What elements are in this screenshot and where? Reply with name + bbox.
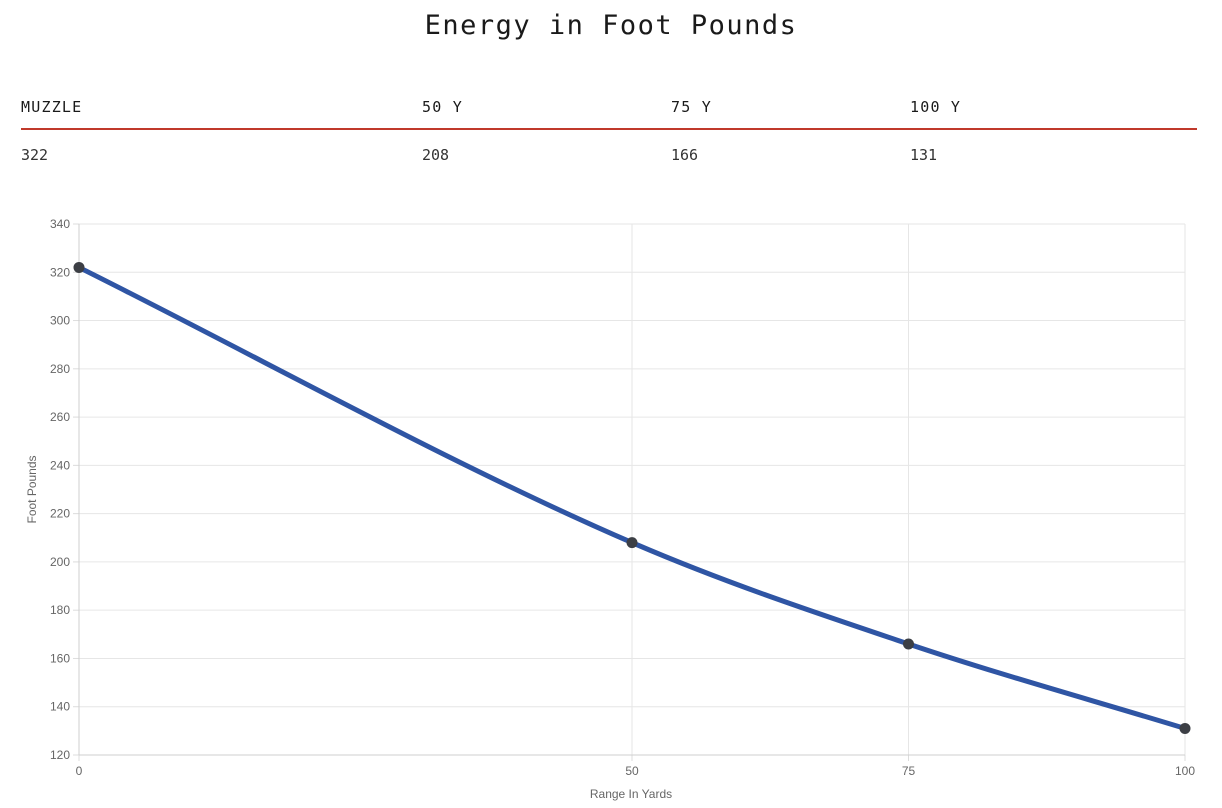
y-tick-label: 200: [50, 555, 70, 569]
y-tick-label: 120: [50, 748, 70, 762]
energy-table: MUZZLE 50 Y 75 Y 100 Y 322 208 166 131: [21, 90, 1197, 166]
data-point: [626, 537, 638, 549]
y-tick-label: 140: [50, 700, 70, 714]
y-tick-label: 240: [50, 458, 70, 472]
table-value-row: 322 208 166 131: [21, 130, 1197, 166]
y-axis-label: Foot Pounds: [25, 455, 39, 523]
data-point: [73, 261, 85, 273]
x-tick-label: 100: [1175, 764, 1195, 778]
table-header-row: MUZZLE 50 Y 75 Y 100 Y: [21, 90, 1197, 130]
data-point: [1179, 722, 1191, 734]
series-line: [76, 264, 1188, 731]
header-muzzle: MUZZLE: [21, 98, 83, 116]
y-tick-label: 280: [50, 362, 70, 376]
y-tick-label: 340: [50, 217, 70, 231]
value-100y: 131: [910, 146, 938, 164]
y-tick-label: 260: [50, 410, 70, 424]
value-75y: 166: [671, 146, 699, 164]
x-tick-label: 75: [902, 764, 916, 778]
data-point: [903, 638, 914, 650]
header-75y: 75 Y: [671, 98, 712, 116]
y-tick-label: 220: [50, 507, 70, 521]
value-muzzle: 322: [21, 146, 49, 164]
chart-title: Energy in Foot Pounds: [424, 10, 798, 41]
x-tick-label: 0: [76, 764, 83, 778]
y-tick-label: 180: [50, 603, 70, 617]
y-tick-label: 300: [50, 314, 70, 328]
x-axis-label: Range In Yards: [590, 787, 672, 801]
y-tick-label: 320: [50, 265, 70, 279]
header-100y: 100 Y: [910, 98, 962, 116]
header-50y: 50 Y: [422, 98, 463, 116]
y-tick-label: 160: [50, 651, 70, 665]
x-tick-label: 50: [625, 764, 639, 778]
energy-line-chart: 120 140 160 180 200 220 240 260 280 300 320 340 0 50 7…: [25, 217, 1195, 801]
value-50y: 208: [422, 146, 450, 164]
